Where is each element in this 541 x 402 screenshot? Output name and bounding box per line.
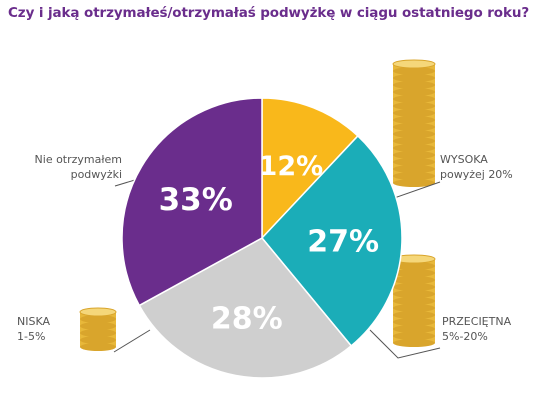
legend-label-brak: Nie otrzymałem podwyżki xyxy=(10,152,122,182)
coin-edge xyxy=(393,262,435,270)
pie-label-wysoka: 12% xyxy=(259,151,324,182)
label-brak-line2: podwyżki xyxy=(70,168,122,181)
pie-slice-brak xyxy=(121,97,263,307)
label-wysoka-line2: powyżej 20% xyxy=(440,168,513,181)
coin-top xyxy=(79,307,117,317)
coin-edge xyxy=(393,165,435,173)
coin-edge xyxy=(393,81,435,89)
coin-edge xyxy=(393,74,435,82)
coin-edge xyxy=(393,304,435,312)
coin-edge xyxy=(393,137,435,145)
pie-slice-przecietna xyxy=(261,134,403,347)
coin-stack-przecietna xyxy=(392,254,436,347)
coin-edge xyxy=(393,339,435,347)
coin-edge xyxy=(393,269,435,277)
leader-line-niska xyxy=(113,329,151,353)
coin-edge xyxy=(393,179,435,187)
pie-label-niska: 28% xyxy=(211,302,283,337)
legend-label-niska: NISKA 1-5% xyxy=(17,314,77,344)
coin-edge xyxy=(80,336,116,344)
coin-edge xyxy=(393,130,435,138)
label-wysoka-line1: WYSOKA xyxy=(440,153,488,166)
legend-label-przecietna: PRZECIĘTNA 5%-20% xyxy=(442,314,540,344)
coin-edge xyxy=(393,283,435,291)
coin-top xyxy=(392,59,436,69)
coin-edge xyxy=(393,325,435,333)
label-brak-line1: Nie otrzymałem xyxy=(34,153,122,166)
coin-edge xyxy=(393,95,435,103)
coin-edge xyxy=(393,151,435,159)
coin-edge xyxy=(393,144,435,152)
coin-edge xyxy=(393,332,435,340)
label-niska-line1: NISKA xyxy=(17,315,50,328)
pie-label-brak: 33% xyxy=(159,182,233,218)
legend-label-wysoka: WYSOKA powyżej 20% xyxy=(440,152,540,182)
coin-edge xyxy=(80,315,116,323)
label-niska-line2: 1-5% xyxy=(17,330,46,343)
coin-edge xyxy=(393,158,435,166)
coin-stack-niska xyxy=(79,307,117,351)
pie-slice-niska xyxy=(138,237,353,379)
coin-edge xyxy=(393,116,435,124)
label-przecietna-line2: 5%-20% xyxy=(442,330,488,343)
coin-edge xyxy=(393,88,435,96)
leader-line-przecietna xyxy=(369,329,441,359)
coin-edge xyxy=(393,123,435,131)
coin-edge xyxy=(393,172,435,180)
pie-slice-wysoka xyxy=(261,97,359,240)
coin-edge xyxy=(393,297,435,305)
coin-edge xyxy=(393,109,435,117)
coin-stack-wysoka xyxy=(392,59,436,187)
coin-edge xyxy=(393,67,435,75)
coin-edge xyxy=(393,276,435,284)
coin-edge xyxy=(80,329,116,337)
label-przecietna-line1: PRZECIĘTNA xyxy=(442,315,512,328)
pie-label-przecietna: 27% xyxy=(307,224,379,259)
coin-edge xyxy=(80,343,116,351)
coin-edge xyxy=(393,290,435,298)
coin-edge xyxy=(393,102,435,110)
coin-edge xyxy=(393,311,435,319)
coin-edge xyxy=(393,318,435,326)
chart-title: Czy i jaką otrzymałeś/otrzymałaś podwyżk… xyxy=(8,5,530,21)
coin-edge xyxy=(80,322,116,330)
